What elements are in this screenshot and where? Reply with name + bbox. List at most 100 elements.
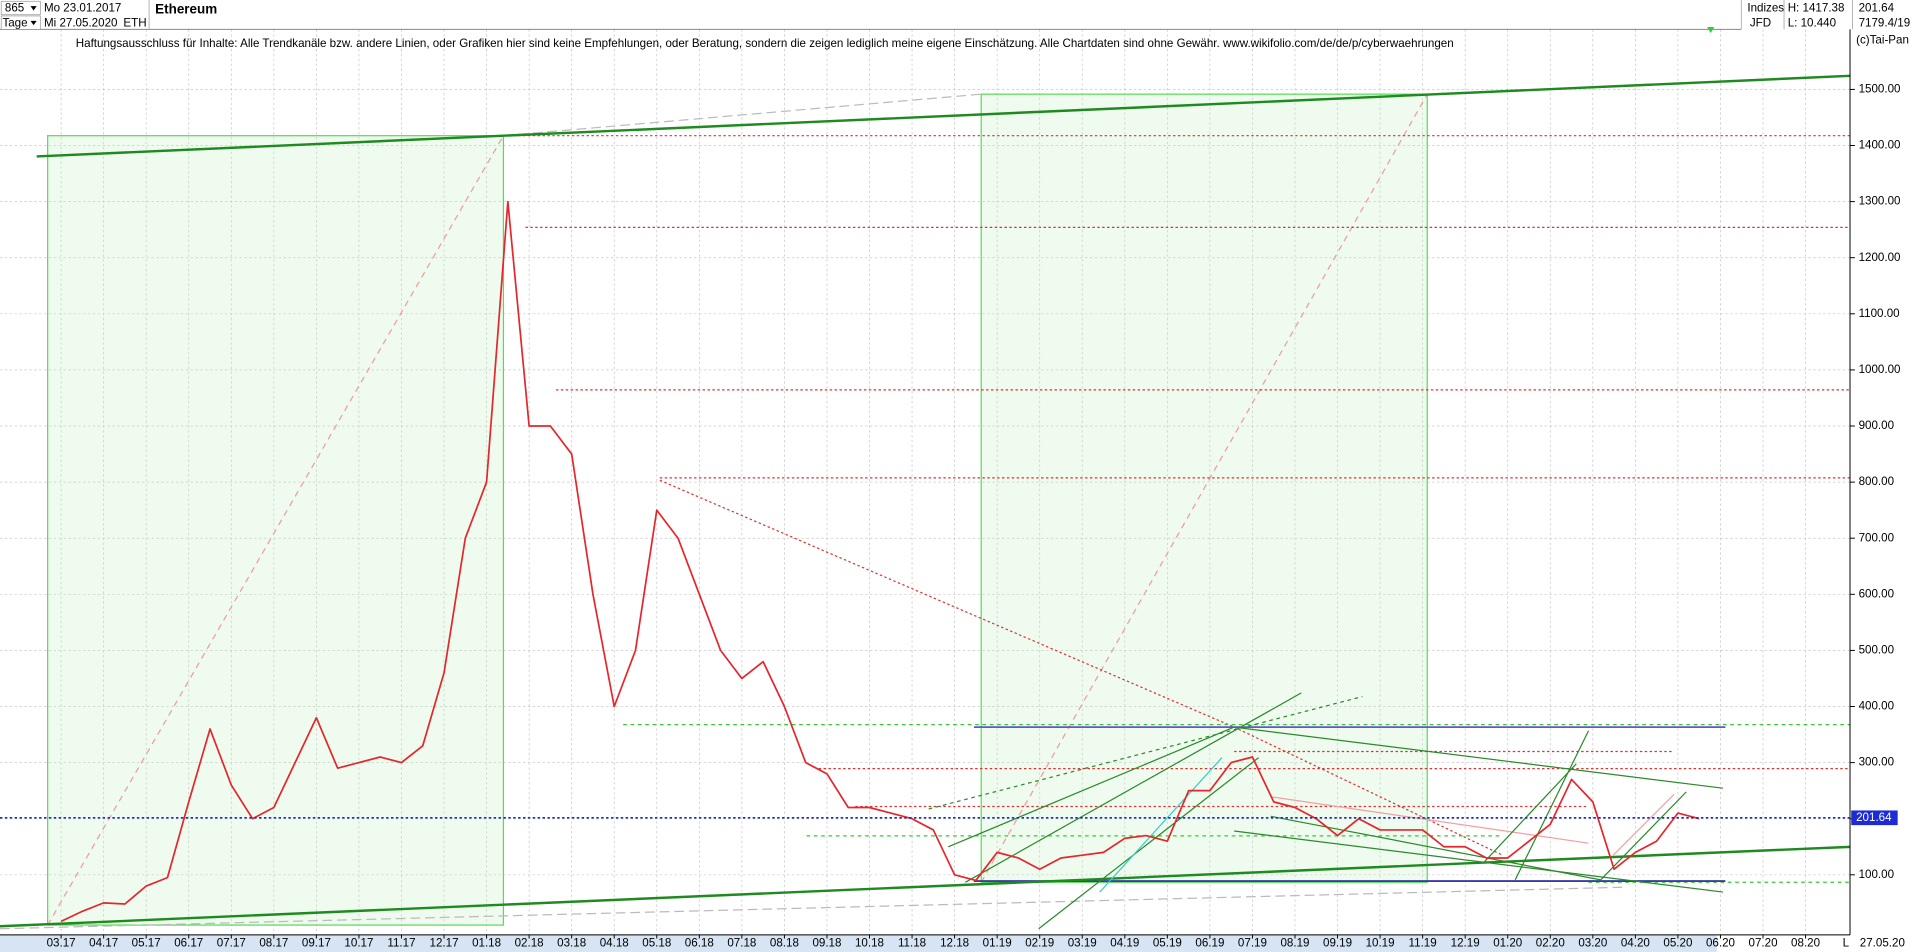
y-tick-label: 500.00 (1859, 643, 1894, 656)
x-tick-label: 02.19 (1025, 936, 1054, 949)
y-tick-label: 900.00 (1859, 419, 1894, 432)
x-tick-label: 10.19 (1366, 936, 1395, 949)
disclaimer: Haftungsausschluss für Inhalte: Alle Tre… (76, 37, 1454, 50)
x-tick-label: 05.17 (132, 936, 161, 949)
x-tick-label: 09.18 (812, 936, 841, 949)
annotations (0, 74, 1851, 930)
trend-main (0, 845, 1851, 928)
fan (1234, 830, 1724, 893)
fan (1099, 757, 1223, 893)
copyright: (c)Tai-Pan (1856, 33, 1909, 46)
x-tick-label: 06.20 (1706, 936, 1735, 949)
x-tick-label: 01.18 (472, 936, 501, 949)
x-tick-label: 08.20 (1791, 936, 1820, 949)
x-tick-label: 05.19 (1153, 936, 1182, 949)
last-value-label: 201.64 (1856, 811, 1892, 824)
x-tick-label: 08.18 (770, 936, 799, 949)
x-tick-label: 12.17 (430, 936, 459, 949)
period: Tage (2, 16, 27, 29)
low: L: 10.440 (1788, 16, 1836, 29)
x-tick-label: 05.20 (1663, 936, 1692, 949)
high: H: 1417.38 (1788, 2, 1845, 15)
x-tick-label: 12.18 (940, 936, 969, 949)
chart-title: Ethereum (155, 1, 217, 16)
last: 201.64 (1859, 2, 1895, 15)
x-tick-label: 11.18 (898, 936, 926, 949)
x-tick-label: 04.18 (600, 936, 629, 949)
x-axis-strip (0, 934, 1717, 952)
x-tick-label: 06.19 (1195, 936, 1224, 949)
y-tick-label: 1000.00 (1859, 363, 1901, 376)
x-tick-label: 06.18 (685, 936, 714, 949)
x-tick-label: 04.17 (89, 936, 118, 949)
y-tick-label: 700.00 (1859, 531, 1894, 544)
dropdown-arrow (30, 20, 37, 26)
x-tick-label: 02.20 (1536, 936, 1565, 949)
header: 865 Tage Mo 23.01.2017 Mi 27.05.2020 ETH… (0, 0, 1910, 50)
guide-line (0, 886, 1626, 930)
x-tick-label: 10.18 (855, 936, 884, 949)
fan (1484, 763, 1577, 862)
y-tick-label: 600.00 (1859, 587, 1894, 600)
x-tick-label: 04.20 (1621, 936, 1650, 949)
x-tick-label: 12.19 (1451, 936, 1480, 949)
y-tick-label: 1300.00 (1859, 195, 1901, 208)
fan (965, 692, 1302, 883)
x-tick-label: 08.17 (259, 936, 288, 949)
price-line (60, 200, 1700, 923)
x-tick-label: 03.17 (47, 936, 76, 949)
y-tick-label: 800.00 (1859, 475, 1894, 488)
x-tick-label: 11.19 (1409, 936, 1437, 949)
x-tick-label: 03.20 (1578, 936, 1607, 949)
x-tick-label: 07.18 (727, 936, 756, 949)
trend (1233, 726, 1504, 856)
y-tick-label: 300.00 (1859, 756, 1894, 769)
fan (1612, 793, 1675, 856)
x-tick-label: 08.19 (1280, 936, 1309, 949)
fan (947, 726, 1235, 848)
marker (1707, 26, 1715, 34)
guide-line (503, 93, 982, 137)
x-tick-label: 10.17 (344, 936, 373, 949)
x-tick-label: 02.18 (515, 936, 544, 949)
bars-box[interactable] (0, 0, 41, 16)
y-tick-label: 400.00 (1859, 700, 1894, 713)
period-box[interactable] (0, 15, 41, 30)
fan (1234, 726, 1724, 789)
fan (1514, 730, 1590, 881)
scale-label: L (1843, 936, 1850, 949)
x-tick-label: 07.19 (1238, 936, 1267, 949)
y-tick-label: 1500.00 (1859, 82, 1901, 95)
x-tick-label: 07.20 (1749, 936, 1778, 949)
date-label: 27.05.20 (1860, 936, 1905, 949)
diagonal (980, 93, 1428, 883)
symbol: ETH (123, 16, 146, 29)
y-tick-label: 1200.00 (1859, 251, 1901, 264)
last-value-box (1851, 810, 1898, 826)
x-tick-label: 06.17 (174, 936, 203, 949)
trend-main (36, 74, 1851, 158)
x-tick-label: 01.20 (1493, 936, 1522, 949)
x-tick-label: 05.18 (642, 936, 671, 949)
fan (1600, 791, 1687, 881)
x-tick-label: 11.17 (387, 936, 415, 949)
fan (1038, 757, 1259, 930)
bars: 865 (5, 2, 24, 15)
x-tick-label: 03.18 (557, 936, 586, 949)
x-tick-label: 07.17 (217, 936, 246, 949)
x-tick-label: 03.19 (1068, 936, 1097, 949)
group: Indizes (1747, 2, 1784, 15)
trend (659, 479, 1235, 728)
y-tick-label: 100.00 (1859, 868, 1894, 881)
volume: 7179.4/19 (1859, 16, 1911, 29)
y-tick-label: 1400.00 (1859, 139, 1901, 152)
source: JFD (1750, 16, 1771, 29)
dropdown-arrow (30, 6, 37, 11)
x-tick-label: 01.19 (983, 936, 1012, 949)
fan (928, 695, 1363, 810)
diagonal (47, 135, 504, 926)
y-tick-label: 1100.00 (1859, 307, 1900, 320)
